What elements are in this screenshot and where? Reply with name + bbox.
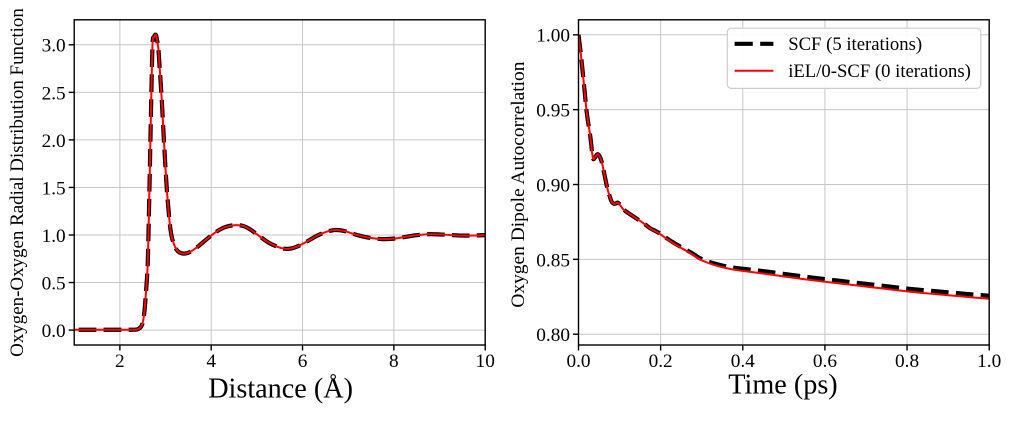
svg-text:4: 4 xyxy=(206,351,216,372)
svg-text:3.0: 3.0 xyxy=(42,36,66,57)
svg-text:0.85: 0.85 xyxy=(536,250,570,271)
svg-text:0.2: 0.2 xyxy=(649,351,673,372)
svg-text:Time (ps): Time (ps) xyxy=(728,369,837,400)
svg-text:0.4: 0.4 xyxy=(731,351,755,372)
svg-text:1.0: 1.0 xyxy=(42,226,66,247)
svg-text:Oxygen-Oxygen Radial Distribut: Oxygen-Oxygen Radial Distribution Functi… xyxy=(7,8,28,357)
svg-text:2: 2 xyxy=(115,351,125,372)
svg-text:1.0: 1.0 xyxy=(977,351,1001,372)
svg-text:1.5: 1.5 xyxy=(42,178,66,199)
svg-text:8: 8 xyxy=(389,351,399,372)
svg-text:0.0: 0.0 xyxy=(566,351,590,372)
svg-text:2.5: 2.5 xyxy=(42,83,66,104)
svg-text:1.00: 1.00 xyxy=(536,26,570,47)
svg-text:0.6: 0.6 xyxy=(813,351,837,372)
svg-text:0.5: 0.5 xyxy=(42,273,66,294)
svg-text:0.8: 0.8 xyxy=(895,351,919,372)
svg-text:0.0: 0.0 xyxy=(42,321,66,342)
svg-text:SCF (5 iterations): SCF (5 iterations) xyxy=(788,34,922,55)
svg-text:0.80: 0.80 xyxy=(536,325,570,346)
svg-text:2.0: 2.0 xyxy=(42,131,66,152)
svg-text:Distance (Å): Distance (Å) xyxy=(208,373,353,404)
svg-text:10: 10 xyxy=(476,351,495,372)
svg-text:0.95: 0.95 xyxy=(536,101,570,122)
svg-text:iEL/0-SCF (0 iterations): iEL/0-SCF (0 iterations) xyxy=(788,61,971,82)
svg-text:Oxygen Dipole Autocorrelation: Oxygen Dipole Autocorrelation xyxy=(508,61,529,307)
svg-text:6: 6 xyxy=(298,351,308,372)
svg-text:0.90: 0.90 xyxy=(536,175,570,196)
